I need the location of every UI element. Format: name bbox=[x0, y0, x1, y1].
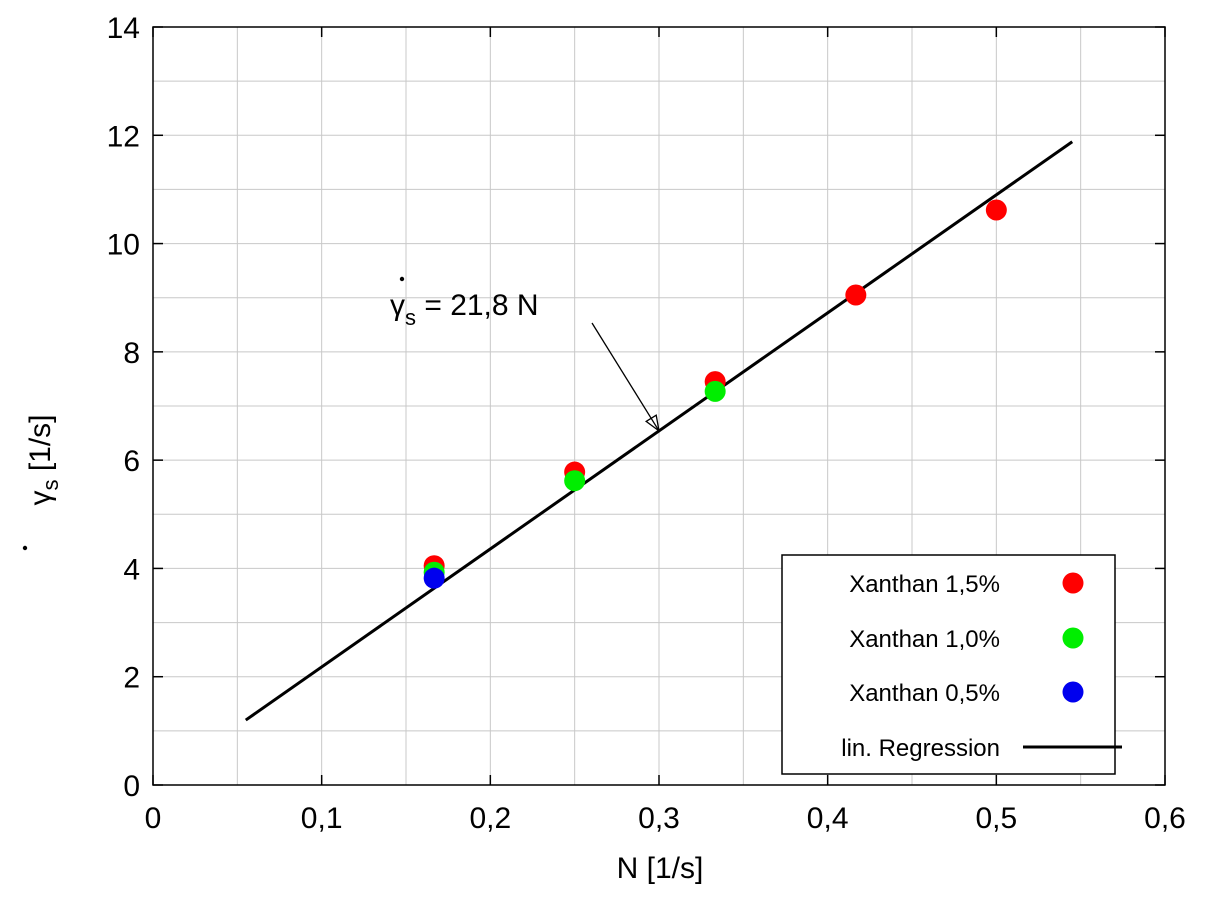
y-axis-unit: [1/s] bbox=[24, 414, 57, 479]
regression-annotation: γs = 21,8 N bbox=[390, 276, 660, 433]
y-tick-label: 6 bbox=[123, 445, 140, 478]
y-tick-label: 14 bbox=[107, 12, 140, 45]
y-axis-symbol: γ bbox=[24, 491, 57, 506]
legend-label: Xanthan 0,5% bbox=[849, 680, 1000, 707]
svg-text:γs [1/s]: γs [1/s] bbox=[24, 414, 63, 505]
y-axis-subscript: s bbox=[38, 480, 63, 491]
legend-marker bbox=[1062, 572, 1084, 594]
x-tick-label: 0,3 bbox=[638, 802, 680, 835]
annotation-equation: = 21,8 N bbox=[416, 289, 539, 322]
y-axis-dot bbox=[22, 545, 28, 551]
annotation-subscript: s bbox=[405, 305, 416, 330]
y-tick-label: 8 bbox=[123, 337, 140, 370]
x-tick-label: 0,1 bbox=[301, 802, 343, 835]
y-tick-label: 10 bbox=[107, 229, 140, 262]
points-layer bbox=[423, 199, 1007, 589]
legend-label: Xanthan 1,0% bbox=[849, 626, 1000, 653]
y-tick-label: 2 bbox=[123, 662, 140, 695]
ticks: 0 0,1 0,2 0,3 0,4 0,5 0,6 0 2 4 6 8 10 12 14 bbox=[107, 12, 1186, 835]
x-axis-title: N [1/s] bbox=[617, 852, 704, 885]
data-point bbox=[845, 284, 867, 306]
y-tick-label: 12 bbox=[107, 120, 140, 153]
y-tick-label: 0 bbox=[123, 770, 140, 803]
svg-text:γs = 21,8 N: γs = 21,8 N bbox=[390, 289, 539, 330]
x-tick-label: 0,5 bbox=[975, 802, 1017, 835]
data-point bbox=[704, 380, 726, 402]
legend-label: lin. Regression bbox=[841, 735, 1000, 762]
legend-label: Xanthan 1,5% bbox=[849, 571, 1000, 598]
annotation-arrowhead bbox=[644, 414, 660, 433]
x-tick-label: 0,6 bbox=[1144, 802, 1186, 835]
x-tick-label: 0,4 bbox=[807, 802, 849, 835]
data-point bbox=[985, 199, 1007, 221]
legend-marker bbox=[1062, 627, 1084, 649]
legend-box bbox=[781, 554, 1116, 775]
annotation-arrow bbox=[591, 322, 660, 432]
x-tick-label: 0,2 bbox=[469, 802, 511, 835]
legend: Xanthan 1,5% Xanthan 1,0% Xanthan 0,5% lin.… bbox=[781, 554, 1122, 775]
x-tick-label: 0 bbox=[145, 802, 162, 835]
y-axis-title: γs [1/s] bbox=[22, 414, 63, 551]
y-tick-label: 4 bbox=[123, 553, 140, 586]
annotation-dot bbox=[399, 276, 405, 282]
legend-marker bbox=[1062, 681, 1084, 703]
annotation-symbol: γ bbox=[390, 289, 405, 322]
data-point bbox=[564, 470, 586, 492]
data-point bbox=[423, 567, 445, 589]
